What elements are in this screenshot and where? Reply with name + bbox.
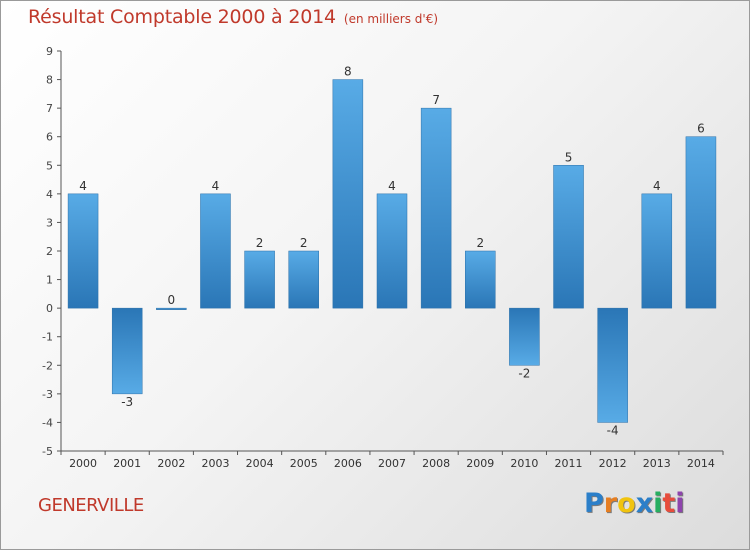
bar-2009 (465, 250, 496, 309)
x-tick-label: 2008 (422, 457, 450, 470)
bar-2000 (67, 193, 99, 309)
value-label: 2 (300, 236, 308, 250)
y-tick-label: -5 (42, 445, 53, 458)
value-label: 4 (212, 179, 220, 193)
y-tick-label: 1 (46, 274, 53, 287)
x-tick-label: 2005 (290, 457, 318, 470)
bar-2006 (332, 79, 364, 309)
value-label: 4 (653, 179, 661, 193)
x-tick-label: 2000 (69, 457, 97, 470)
y-tick-label: -3 (42, 388, 53, 401)
bar-2008 (420, 107, 452, 309)
x-tick-label: 2001 (113, 457, 141, 470)
bar-2001 (111, 307, 143, 395)
value-label: 0 (168, 293, 176, 307)
brand-logo: Proxiti (584, 488, 685, 519)
brand-letter: P (584, 488, 604, 519)
brand-letter: x (635, 488, 654, 519)
value-label: -4 (607, 423, 619, 437)
bar-2010 (509, 307, 540, 366)
value-label: 6 (697, 122, 705, 136)
value-label: 8 (344, 65, 352, 79)
x-tick-label: 2007 (378, 457, 406, 470)
bar-2007 (376, 193, 408, 309)
x-tick-label: 2003 (201, 457, 229, 470)
x-tick-label: 2010 (510, 457, 538, 470)
bar-2005 (288, 250, 319, 309)
value-label: -3 (121, 395, 133, 409)
x-tick-label: 2012 (599, 457, 627, 470)
chart-subtitle: (en milliers d'€) (343, 12, 439, 26)
value-label: -2 (518, 366, 530, 380)
y-tick-label: 2 (46, 245, 53, 258)
value-label: 5 (565, 150, 573, 164)
town-name: GENERVILLE (38, 495, 144, 516)
y-tick-label: 3 (46, 216, 53, 229)
brand-letter: i (675, 488, 685, 519)
x-tick-label: 2006 (334, 457, 362, 470)
y-tick-label: -1 (42, 331, 53, 344)
value-label: 4 (388, 179, 396, 193)
x-tick-label: 2009 (466, 457, 494, 470)
y-tick-label: 8 (46, 74, 53, 87)
value-label: 4 (79, 179, 87, 193)
x-tick-label: 2004 (246, 457, 274, 470)
bar-2003 (200, 193, 231, 309)
x-tick-label: 2014 (687, 457, 715, 470)
y-tick-label: 0 (46, 302, 53, 315)
y-tick-label: -2 (42, 359, 53, 372)
brand-letter: r (603, 488, 618, 519)
x-tick-label: 2002 (157, 457, 185, 470)
bar-2002 (156, 307, 187, 310)
bar-2004 (244, 250, 275, 309)
value-label: 2 (256, 236, 264, 250)
bar-2011 (553, 165, 584, 309)
y-tick-label: 9 (46, 45, 53, 58)
value-label: 2 (476, 236, 484, 250)
bar-2014 (685, 136, 717, 309)
title-row: Résultat Comptable 2000 à 2014 (en millie… (28, 6, 438, 28)
brand-letter: t (662, 488, 676, 519)
value-label: 7 (432, 93, 440, 107)
y-tick-label: 5 (46, 159, 53, 172)
brand-letter: i (653, 488, 663, 519)
bar-2013 (641, 193, 673, 309)
y-tick-label: 6 (46, 131, 53, 144)
chart-title: Résultat Comptable 2000 à 2014 (28, 6, 336, 28)
x-tick-label: 2011 (555, 457, 583, 470)
y-tick-label: 7 (46, 102, 53, 115)
y-tick-label: 4 (46, 188, 53, 201)
x-tick-label: 2013 (643, 457, 671, 470)
bar-2012 (597, 307, 628, 423)
brand-letter: o (617, 488, 636, 519)
y-tick-label: -4 (42, 416, 53, 429)
